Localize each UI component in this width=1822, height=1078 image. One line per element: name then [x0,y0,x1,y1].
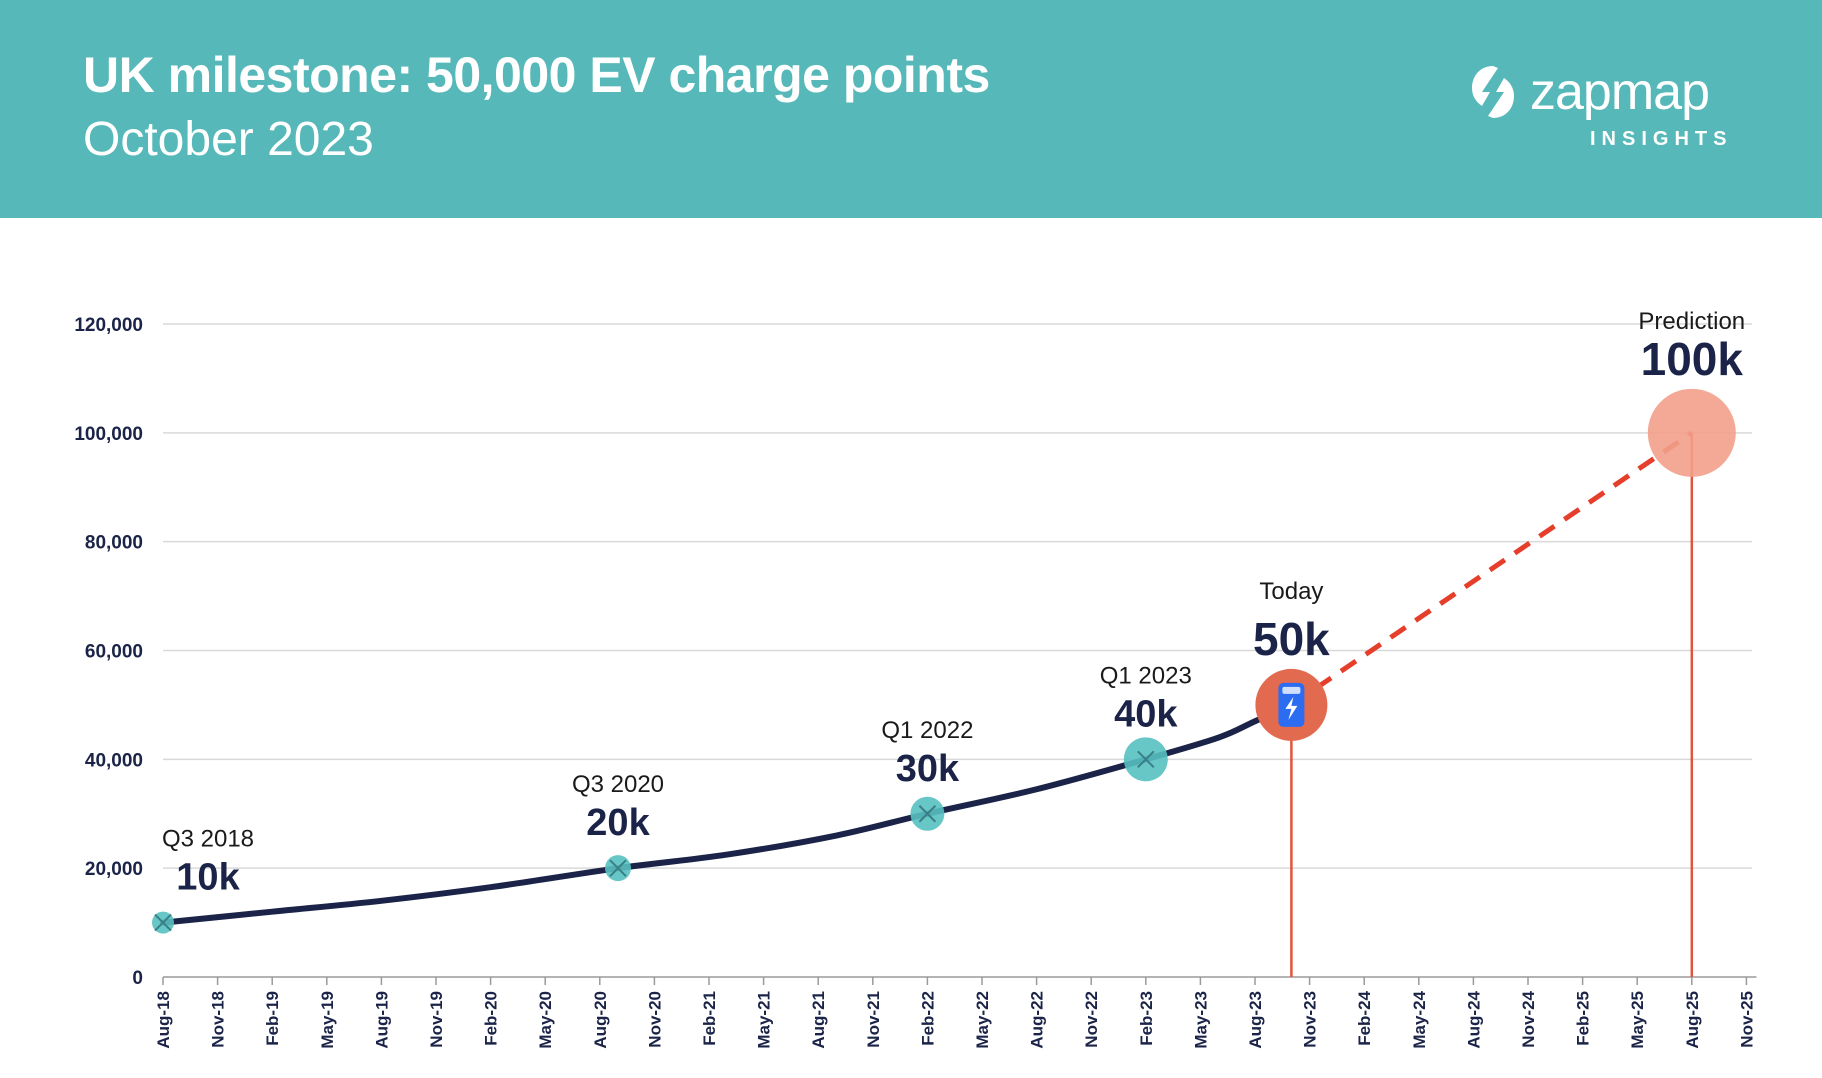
chart-title: UK milestone: 50,000 EV charge points [83,47,990,103]
cross-icon [154,913,172,932]
milestone-value: 10k [176,857,240,899]
milestone-value: 30k [896,748,960,790]
charger-screen [1282,686,1301,694]
x-tick-label: Nov-23 [1301,991,1320,1048]
x-tick-label: Feb-23 [1137,991,1156,1046]
x-tick-label: May-19 [318,991,337,1049]
milestone-value: 40k [1114,693,1178,735]
x-tick-label: May-22 [973,991,992,1049]
cross-icon [918,805,937,823]
y-tick-label: 80,000 [85,533,143,554]
x-tick-label: Nov-25 [1737,991,1756,1048]
cross-icon [1137,750,1155,769]
x-tick-label: Nov-18 [209,991,228,1048]
x-tick-label: Feb-25 [1574,991,1593,1046]
cross-icon [609,859,627,877]
x-tick-label: Nov-22 [1082,991,1101,1048]
y-tick-label: 40,000 [85,750,143,771]
x-tick-label: May-25 [1628,991,1647,1049]
x-tick-label: Feb-20 [482,991,501,1046]
x-tick-label: Feb-19 [263,991,282,1046]
brand-name: zapmap [1530,63,1710,121]
charger-bolt-icon [1285,696,1298,720]
x-tick-label: Nov-19 [427,991,446,1048]
milestone-value: 20k [586,802,650,844]
milestone-label: Q3 2018 [162,826,254,853]
x-tick-label: May-21 [755,991,774,1049]
y-tick-label: 60,000 [85,642,143,663]
y-tick-label: 120,000 [74,315,143,336]
x-tick-label: May-24 [1410,990,1429,1048]
milestone-label: Today [1259,578,1323,605]
x-tick-label: Aug-24 [1464,990,1483,1048]
x-tick-label: Aug-25 [1683,991,1702,1049]
milestone-label: Q3 2020 [572,771,664,798]
x-tick-label: May-23 [1191,991,1210,1049]
x-tick-label: Aug-22 [1028,991,1047,1049]
series-line-prediction [1289,430,1694,707]
x-tick-label: Feb-22 [918,991,937,1046]
x-tick-label: May-20 [536,991,555,1049]
series-line-actual [160,701,1295,926]
x-tick-label: Nov-21 [864,991,883,1048]
lightning-bolt-icon [1472,66,1514,118]
ev-charge-points-chart: 0 20,000 40,000 60,000 80,000 100,000 120,000 A… [74,308,1757,1049]
x-tick-label: Aug-21 [809,991,828,1049]
zapmap-logo: zapmap INSIGHTS [1468,58,1738,158]
y-tick-label: 20,000 [85,859,143,880]
y-tick-label: 100,000 [74,424,143,445]
milestone-value: 100k [1641,333,1744,385]
x-tick-label: Feb-21 [700,991,719,1046]
milestone-label: Prediction [1638,308,1745,335]
x-tick-label: Aug-23 [1246,991,1265,1049]
milestone-value: 50k [1253,613,1330,665]
x-tick-label: Feb-24 [1355,990,1374,1045]
header-banner: UK milestone: 50,000 EV charge points Oc… [0,0,1822,218]
chart-subtitle: October 2023 [83,113,374,166]
x-tick-label: Nov-24 [1519,990,1538,1047]
milestone-label: Q1 2022 [881,717,973,744]
x-tick-label: Aug-18 [154,991,173,1049]
brand-subtitle: INSIGHTS [1590,128,1733,150]
milestone-label: Q1 2023 [1100,662,1192,689]
x-tick-label: Aug-19 [372,991,391,1049]
x-tick-label: Aug-20 [591,991,610,1049]
prediction-marker [1647,388,1736,477]
x-tick-label: Nov-20 [645,991,664,1048]
y-tick-label: 0 [132,968,143,989]
